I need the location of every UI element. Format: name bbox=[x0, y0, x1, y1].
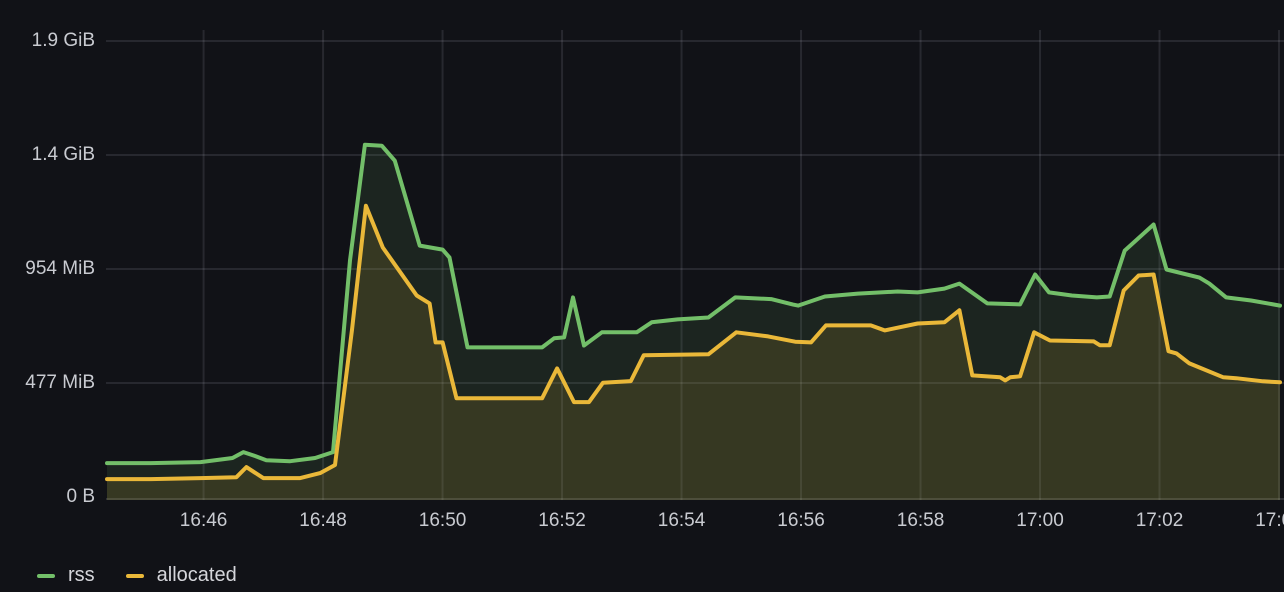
x-axis-tick-label: 16:56 bbox=[777, 510, 825, 531]
x-axis-tick-label: 16:52 bbox=[538, 510, 586, 531]
legend-label-allocated: allocated bbox=[156, 564, 237, 586]
x-axis-tick-label: 16:50 bbox=[418, 510, 467, 531]
x-axis-tick-label: 17:04 bbox=[1255, 510, 1284, 531]
allocated-series-dash-icon bbox=[125, 573, 144, 578]
x-axis-tick-label: 16:48 bbox=[299, 510, 347, 531]
rss-series-line bbox=[105, 142, 1282, 466]
x-axis-tick-label: 17:00 bbox=[1016, 510, 1064, 531]
allocated-series-line bbox=[105, 203, 1282, 482]
y-axis-tick-label: 477 MiB bbox=[25, 372, 95, 393]
y-axis-tick-label: 1.4 GiB bbox=[31, 144, 95, 165]
x-axis-tick-label: 16:58 bbox=[896, 510, 945, 531]
x-axis-tick-label: 16:46 bbox=[179, 510, 228, 531]
y-axis-tick-label: 1.9 GiB bbox=[31, 30, 95, 51]
legend-label-rss: rss bbox=[68, 564, 95, 586]
legend-item-allocated[interactable]: allocated bbox=[125, 564, 237, 587]
y-axis-tick-label: 954 MiB bbox=[25, 258, 95, 279]
x-axis-tick-label: 16:54 bbox=[657, 510, 706, 531]
y-axis-tick-label: 0 B bbox=[66, 486, 95, 507]
rss-series-dash-icon bbox=[37, 573, 55, 578]
allocated-series-area bbox=[107, 205, 1280, 500]
legend-item-rss[interactable]: rss bbox=[37, 564, 95, 587]
rss-series-area bbox=[107, 144, 1280, 500]
x-axis-tick-label: 17:02 bbox=[1135, 510, 1184, 531]
legend: rss allocated bbox=[37, 564, 237, 587]
